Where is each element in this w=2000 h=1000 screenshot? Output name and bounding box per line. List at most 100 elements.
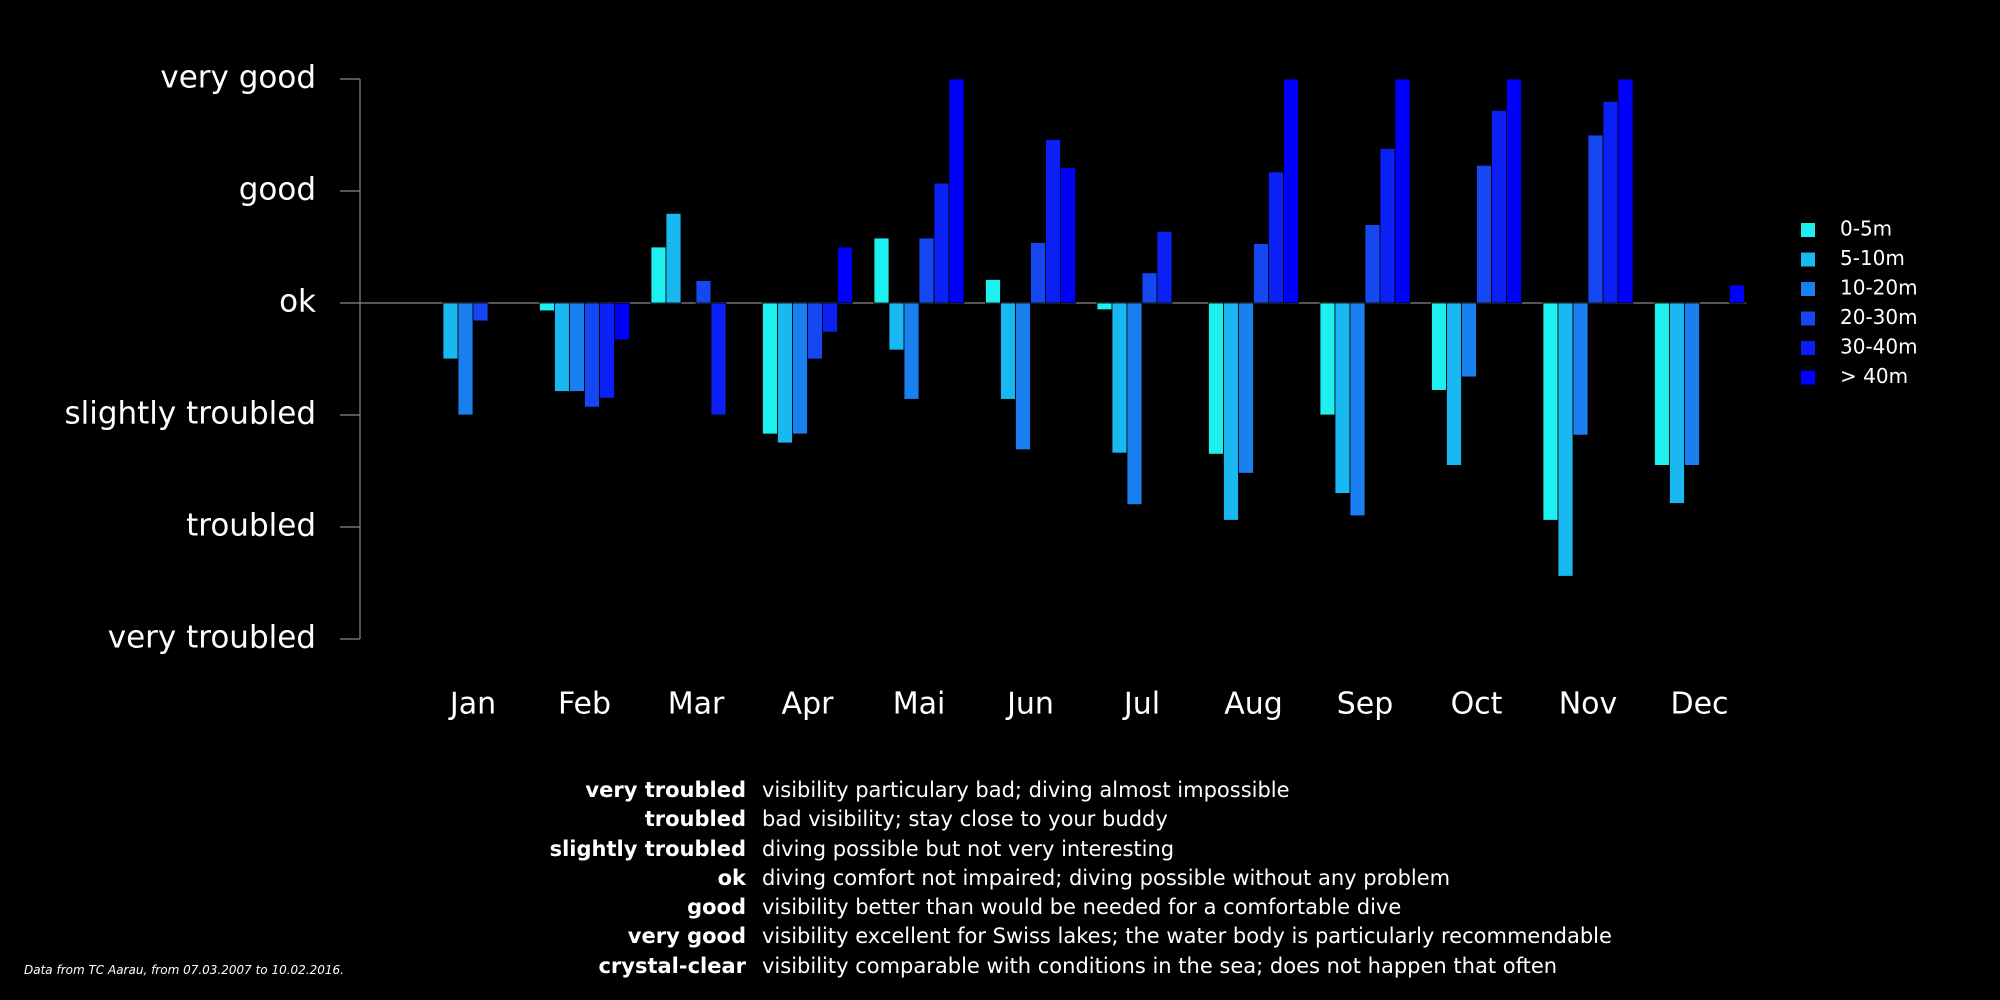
y-tick-label: troubled [186, 508, 316, 544]
bar [1283, 78, 1299, 304]
bar [569, 302, 585, 392]
bar [1045, 139, 1061, 304]
description-term: ok [717, 865, 746, 890]
bar [442, 302, 459, 360]
bar [1602, 101, 1619, 304]
bar [1223, 302, 1239, 521]
x-axis: Jan Feb Mar Apr Mai Jun Jul Aug Sep Oct Nov Dec [448, 687, 1729, 722]
description-row: slightly troubled diving possible but not… [480, 835, 1612, 864]
legend-label: 0-5m [1840, 217, 1892, 241]
bar [1364, 224, 1381, 304]
description-term: troubled [644, 807, 746, 832]
bar [807, 302, 823, 360]
legend-label: 20-30m [1840, 305, 1918, 329]
bar [1431, 302, 1447, 391]
bar [1654, 302, 1670, 466]
description-text: diving possible but not very interesting [762, 836, 1175, 861]
description-text: visibility comparable with conditions in… [762, 953, 1558, 978]
x-tick-label: Nov [1559, 687, 1618, 722]
bar [457, 302, 474, 416]
bar [777, 302, 793, 444]
description-text: visibility better than would be needed f… [762, 895, 1402, 920]
bar [985, 279, 1001, 304]
bar [1506, 78, 1522, 304]
bar [903, 302, 920, 400]
y-tick-label: slightly troubled [64, 396, 316, 432]
bar [1208, 302, 1224, 455]
description-row: good visibility better than would be need… [480, 893, 1612, 922]
bar [1015, 302, 1031, 451]
legend-swatch [1801, 311, 1815, 326]
chart-legend: 0-5m 5-10m 10-20m 20-30m 30-40m > 40m [1801, 217, 1918, 388]
x-tick-label: Jul [1122, 687, 1160, 722]
source-footnote: Data from TC Aarau, from 07.03.2007 to 1… [24, 963, 344, 977]
legend-swatch [1801, 370, 1815, 385]
description-term: slightly troubled [549, 836, 746, 861]
bar [918, 237, 935, 304]
bar [1729, 284, 1745, 304]
bar [614, 302, 630, 341]
description-row: troubled bad visibility; stay close to yo… [480, 805, 1612, 834]
legend-label: 5-10m [1840, 246, 1905, 270]
x-tick-label: Sep [1337, 687, 1394, 722]
bar [1319, 302, 1336, 416]
bar [762, 302, 778, 435]
bar [1542, 302, 1559, 521]
x-tick-label: Apr [782, 687, 835, 722]
x-tick-label: Jun [1005, 687, 1054, 722]
description-text: diving comfort not impaired; diving poss… [762, 865, 1451, 890]
bar [1334, 302, 1351, 494]
bar [1349, 302, 1366, 517]
bar [695, 280, 712, 304]
x-tick-label: Feb [558, 687, 611, 722]
legend-label: 30-40m [1840, 335, 1918, 359]
legend-swatch [1801, 282, 1815, 296]
bar [665, 212, 682, 304]
description-row: very good visibility excellent for Swiss … [480, 922, 1612, 951]
legend-swatch [1801, 223, 1815, 237]
description-text: bad visibility; stay close to your buddy [762, 807, 1168, 832]
y-axis: very troubled troubled slightly troubled ok… [64, 60, 1746, 656]
bar [792, 302, 808, 435]
x-tick-label: Jan [448, 687, 496, 722]
bar [1111, 302, 1128, 454]
bar [584, 302, 600, 408]
bar [1587, 134, 1604, 304]
legend-label: 10-20m [1840, 276, 1918, 300]
x-tick-label: Mar [668, 687, 725, 722]
legend-swatch [1801, 341, 1815, 355]
description-term: very good [627, 924, 746, 949]
bar [1379, 148, 1396, 304]
description-text: visibility particulary bad; diving almos… [762, 778, 1290, 802]
legend-swatch [1801, 252, 1815, 267]
bar [710, 302, 727, 416]
bar [822, 302, 838, 333]
bar [1096, 302, 1113, 311]
bar [1126, 302, 1143, 506]
bar [1617, 78, 1634, 304]
description-row: very troubled visibility particulary bad;… [480, 776, 1612, 805]
bar [1461, 302, 1477, 378]
description-term: crystal-clear [598, 953, 746, 978]
bar [539, 302, 555, 312]
bar [837, 246, 853, 304]
bar [1476, 164, 1492, 304]
bar [1268, 171, 1284, 304]
x-tick-label: Dec [1670, 687, 1728, 722]
legend-label: > 40m [1840, 364, 1908, 388]
bar [1060, 167, 1076, 304]
bar [1669, 302, 1685, 504]
x-tick-label: Oct [1451, 687, 1503, 722]
description-text: visibility excellent for Swiss lakes; th… [762, 924, 1612, 949]
description-term: good [687, 895, 746, 920]
y-tick-label: good [239, 172, 316, 208]
bar [1238, 302, 1254, 474]
description-term: very troubled [585, 778, 746, 802]
bar [650, 246, 667, 304]
bar [554, 302, 570, 392]
bar [1141, 272, 1158, 304]
bar [933, 182, 950, 304]
y-tick-label: very good [160, 60, 316, 96]
bar [1491, 109, 1507, 304]
